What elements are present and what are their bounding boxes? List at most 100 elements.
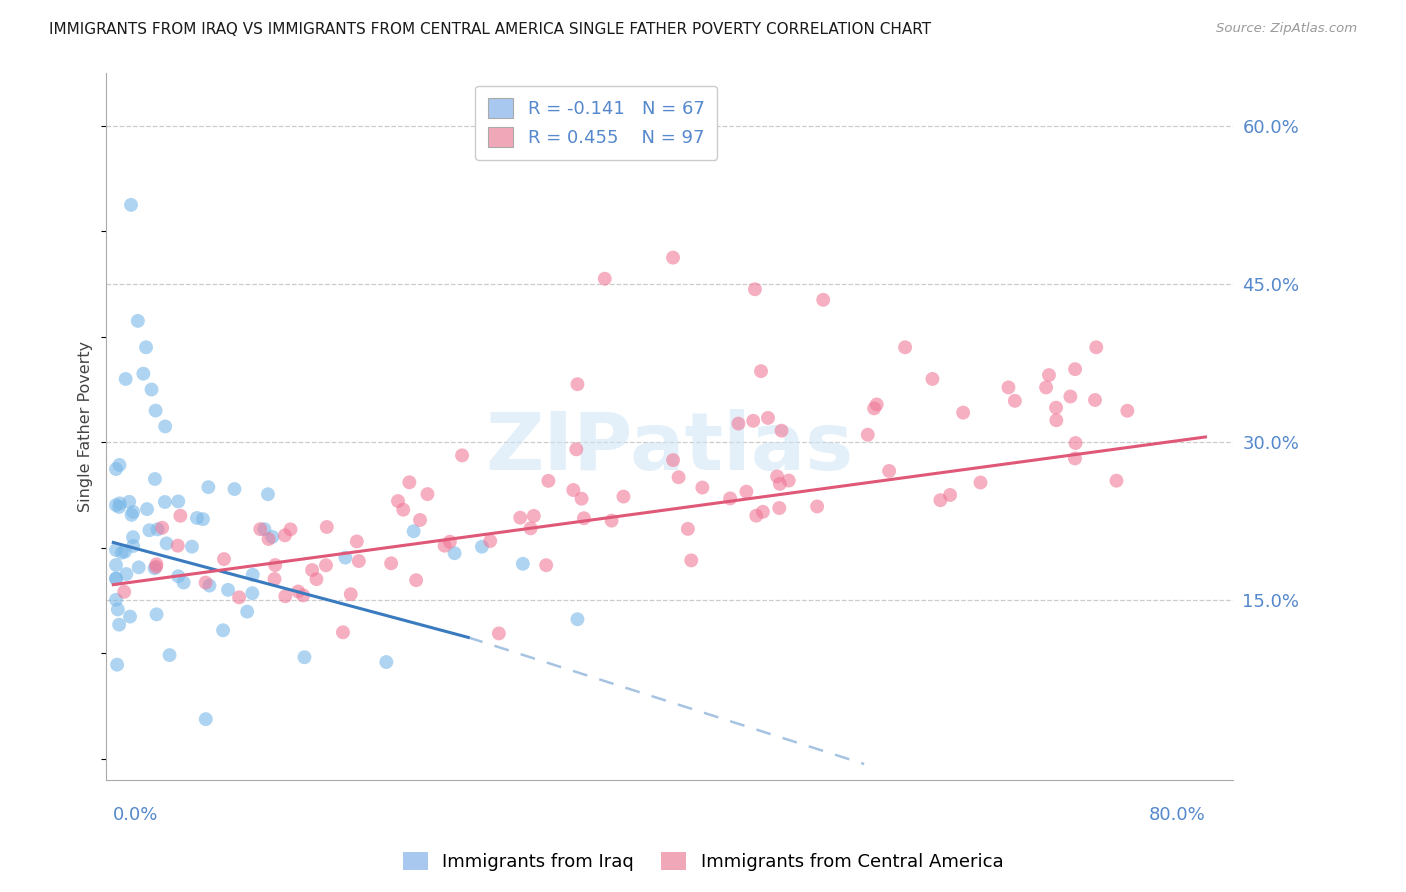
Point xyxy=(593,271,616,285)
Point xyxy=(612,490,634,504)
Point xyxy=(191,512,214,526)
Point xyxy=(108,500,131,514)
Point xyxy=(443,546,465,560)
Point xyxy=(301,563,323,577)
Point xyxy=(894,340,917,354)
Point xyxy=(346,534,368,549)
Point xyxy=(122,505,145,519)
Point xyxy=(1045,413,1067,427)
Point xyxy=(212,552,235,566)
Point xyxy=(347,554,370,568)
Point xyxy=(600,514,623,528)
Point xyxy=(169,508,191,523)
Point xyxy=(105,543,128,558)
Point xyxy=(451,449,474,463)
Point xyxy=(572,511,595,525)
Point xyxy=(778,474,800,488)
Point xyxy=(166,539,188,553)
Point xyxy=(249,522,271,536)
Point xyxy=(122,530,145,544)
Point xyxy=(287,584,309,599)
Point xyxy=(257,487,280,501)
Point xyxy=(1084,392,1107,407)
Point xyxy=(236,605,259,619)
Point xyxy=(262,530,284,544)
Point xyxy=(105,657,128,672)
Point xyxy=(118,495,141,509)
Point xyxy=(105,592,128,607)
Point xyxy=(274,589,297,603)
Point xyxy=(138,523,160,537)
Point xyxy=(159,648,181,662)
Point xyxy=(405,573,427,587)
Point xyxy=(105,558,128,572)
Point xyxy=(471,540,494,554)
Point xyxy=(141,383,163,397)
Point xyxy=(145,558,167,572)
Point xyxy=(108,617,131,632)
Point xyxy=(194,575,217,590)
Point xyxy=(153,495,176,509)
Text: Source: ZipAtlas.com: Source: ZipAtlas.com xyxy=(1216,22,1357,36)
Point xyxy=(121,508,143,522)
Point xyxy=(1045,401,1067,415)
Point xyxy=(479,534,502,549)
Point xyxy=(122,539,145,553)
Point xyxy=(120,198,142,212)
Point xyxy=(567,377,589,392)
Point xyxy=(509,510,531,524)
Y-axis label: Single Father Poverty: Single Father Poverty xyxy=(79,341,93,512)
Point xyxy=(335,550,357,565)
Point xyxy=(228,591,250,605)
Point xyxy=(562,483,585,497)
Point xyxy=(1105,474,1128,488)
Point xyxy=(768,501,790,516)
Point xyxy=(198,579,221,593)
Point xyxy=(1064,451,1087,466)
Point xyxy=(181,540,204,554)
Point xyxy=(264,558,287,573)
Point xyxy=(752,505,775,519)
Point xyxy=(1064,436,1087,450)
Point xyxy=(416,487,439,501)
Point xyxy=(769,476,792,491)
Point xyxy=(756,411,779,425)
Point xyxy=(519,521,541,535)
Point xyxy=(929,493,952,508)
Point xyxy=(294,650,316,665)
Point xyxy=(433,539,456,553)
Point xyxy=(143,561,166,575)
Point xyxy=(766,469,789,483)
Point xyxy=(668,470,690,484)
Point xyxy=(939,488,962,502)
Point xyxy=(1038,368,1060,383)
Point xyxy=(398,475,420,490)
Point xyxy=(194,712,217,726)
Point xyxy=(292,588,315,602)
Point xyxy=(186,511,208,525)
Point xyxy=(523,508,546,523)
Point xyxy=(718,491,741,506)
Point xyxy=(866,397,889,411)
Point xyxy=(969,475,991,490)
Point xyxy=(135,340,157,354)
Point xyxy=(571,491,593,506)
Point xyxy=(1064,362,1087,376)
Point xyxy=(197,480,219,494)
Point xyxy=(735,484,758,499)
Point xyxy=(402,524,425,539)
Point xyxy=(167,494,190,508)
Point xyxy=(863,401,886,416)
Point xyxy=(409,513,432,527)
Point xyxy=(806,500,828,514)
Point xyxy=(534,558,557,573)
Point xyxy=(921,372,943,386)
Point xyxy=(143,472,166,486)
Text: 80.0%: 80.0% xyxy=(1149,806,1205,824)
Point xyxy=(128,560,150,574)
Point xyxy=(107,602,129,616)
Point xyxy=(315,558,337,573)
Point xyxy=(744,282,766,296)
Point xyxy=(749,364,772,378)
Point xyxy=(114,372,136,386)
